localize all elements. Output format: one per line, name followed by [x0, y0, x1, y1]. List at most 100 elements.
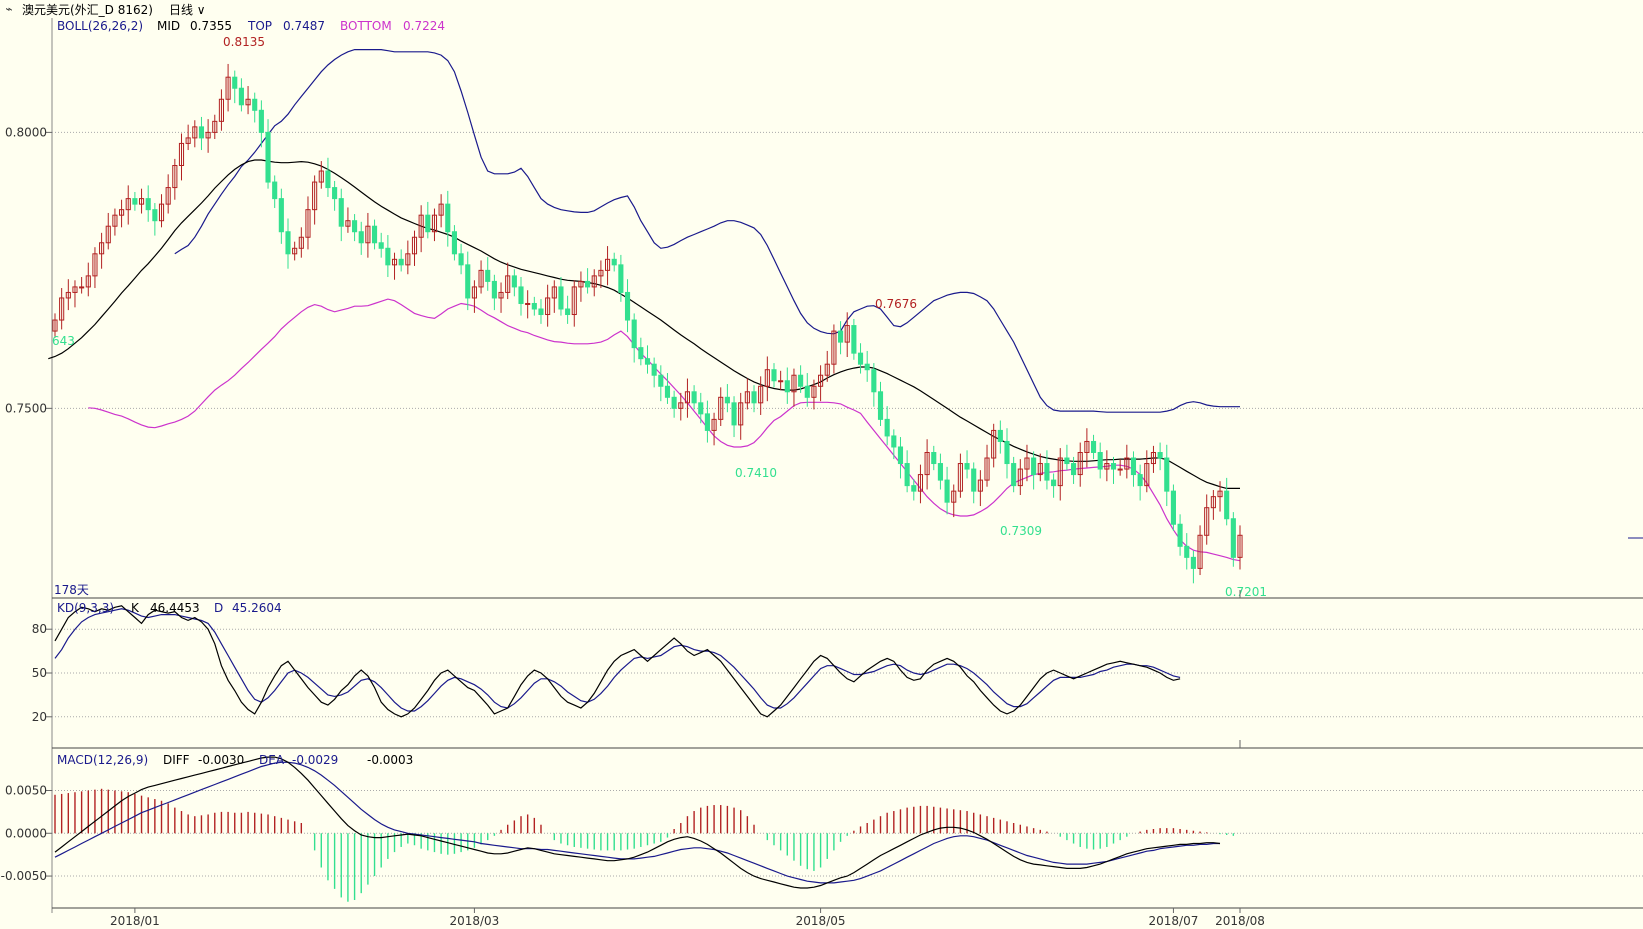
candle-body — [205, 131, 211, 139]
candle-body — [352, 220, 358, 233]
candle-body — [991, 429, 997, 459]
candle-body — [1037, 463, 1043, 476]
kd-tick-label: 50 — [32, 666, 47, 680]
candle-body — [505, 275, 511, 293]
candle-body — [778, 380, 784, 383]
price-tick-label: 0.8000 — [5, 125, 47, 139]
macd-diff-label: DIFF — [163, 753, 190, 767]
candle-body — [1024, 457, 1030, 470]
macd-tick-label: 0.0000 — [5, 826, 47, 840]
candle-body — [265, 131, 271, 183]
candle-body — [1230, 518, 1236, 558]
candle-body — [212, 120, 218, 133]
candle-body — [1071, 463, 1077, 476]
boll-top-value: 0.7487 — [283, 19, 325, 33]
timeframe-dropdown[interactable]: 日线 ∨ — [169, 1, 206, 18]
time-tick-label: 2018/08 — [1215, 914, 1265, 928]
candle-body — [937, 463, 943, 481]
candle-body — [192, 126, 198, 139]
candle-body — [1190, 556, 1196, 569]
kd-d-line — [54, 608, 1181, 712]
candle-body — [631, 319, 637, 349]
candles — [52, 63, 1243, 584]
candle-body — [924, 452, 930, 476]
macd-diff-value: -0.0030 — [198, 753, 244, 767]
time-tick-label: 2018/03 — [449, 914, 499, 928]
title-bar: ⌁ 澳元美元(外汇_D 8162) 日线 ∨ — [0, 0, 1643, 18]
candle-body — [1004, 440, 1010, 465]
candle-body — [771, 369, 777, 382]
price-tick-label: 0.7500 — [5, 401, 47, 415]
candle-body — [252, 98, 258, 111]
macd-legend-name[interactable]: MACD(12,26,9) — [57, 753, 148, 767]
candle-body — [318, 170, 324, 183]
boll-legend-name[interactable]: BOLL(26,26,2) — [57, 19, 143, 33]
candle-body — [225, 76, 231, 100]
candle-body — [65, 291, 71, 299]
kd-k-label: K — [131, 601, 140, 615]
time-tick-label: 2018/07 — [1148, 914, 1198, 928]
candle-body — [997, 429, 1003, 442]
chevron-down-icon: ∨ — [192, 2, 206, 17]
candle-body — [125, 198, 131, 211]
candle-body — [864, 363, 870, 371]
time-tick-label: 2018/01 — [110, 914, 160, 928]
candle-body — [145, 198, 151, 211]
candle-body — [1117, 468, 1123, 471]
kd-k-value: 46.4453 — [150, 601, 200, 615]
price-grid — [52, 131, 1643, 409]
candle-body — [917, 474, 924, 492]
macd-dea-value: -0.0029 — [292, 753, 338, 767]
candle-body — [758, 385, 764, 404]
candle-body — [465, 264, 471, 299]
boll-mid-line — [48, 159, 1240, 489]
candle-body — [784, 380, 790, 393]
candle-body — [1184, 545, 1190, 558]
candle-body — [538, 308, 544, 316]
candle-body — [618, 264, 624, 293]
candle-body — [312, 181, 318, 211]
candle-body — [431, 214, 438, 233]
candle-body — [844, 325, 850, 343]
candle-body — [298, 236, 304, 249]
macd-tick-label: 0.0050 — [5, 784, 47, 798]
candle-body — [72, 286, 78, 293]
candle-body — [1130, 457, 1137, 476]
candle-body — [851, 325, 857, 354]
boll-bottom-value: 0.7224 — [403, 19, 445, 33]
candle-body — [371, 225, 378, 244]
kd-legend-name[interactable]: KD(9,3,3) — [57, 601, 114, 615]
boll-bottom-line — [88, 298, 1241, 562]
annotation-low-1: 0.7410 — [735, 466, 777, 480]
kd-lines — [54, 605, 1181, 718]
kd-d-label: D — [214, 601, 223, 615]
candle-body — [764, 369, 770, 387]
link-icon[interactable]: ⌁ — [5, 2, 13, 16]
macd-histogram-value: -0.0003 — [367, 753, 413, 767]
candle-body — [751, 391, 757, 404]
time-tick-label: 2018/05 — [796, 914, 846, 928]
candle-body — [698, 402, 704, 415]
candle-body — [738, 402, 744, 426]
candle-body — [285, 231, 291, 255]
candle-body — [79, 286, 85, 289]
candle-body — [525, 302, 531, 305]
candle-body — [1031, 457, 1037, 476]
time-axis: 2018/01 2018/03 2018/05 2018/07 2018/08 — [110, 590, 1265, 928]
candle-body — [1170, 490, 1176, 525]
candle-body — [325, 170, 331, 189]
candle-body — [1217, 490, 1223, 498]
candle-body — [1164, 457, 1170, 492]
candle-body — [551, 286, 557, 299]
candle-body — [1044, 463, 1050, 481]
candle-body — [611, 258, 617, 266]
candle-body — [545, 297, 551, 316]
candle-body — [831, 330, 837, 365]
candle-body — [1204, 507, 1210, 536]
annotation-low-3: 0.7201 — [1225, 585, 1267, 599]
candle-body — [951, 490, 957, 503]
candle-body — [624, 291, 631, 321]
candle-body — [664, 385, 671, 398]
candle-body — [59, 297, 65, 321]
